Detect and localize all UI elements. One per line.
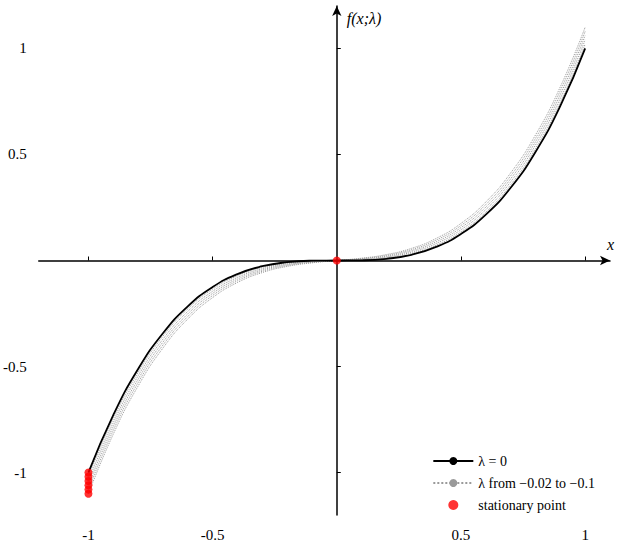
svg-text:-1: -1: [82, 527, 95, 542]
svg-text:0.5: 0.5: [8, 146, 27, 162]
svg-text:1: 1: [581, 527, 589, 542]
svg-text:stationary point: stationary point: [478, 498, 566, 513]
svg-text:λ = 0: λ = 0: [478, 454, 507, 469]
svg-text:-1: -1: [14, 465, 27, 481]
svg-text:f(x;λ): f(x;λ): [347, 10, 381, 28]
svg-text:λ from −0.02 to −0.1: λ from −0.02 to −0.1: [478, 476, 595, 491]
svg-text:-0.5: -0.5: [201, 527, 225, 542]
svg-text:1: 1: [19, 40, 27, 56]
svg-text:x: x: [606, 236, 614, 253]
svg-text:-0.5: -0.5: [3, 359, 27, 375]
svg-text:0.5: 0.5: [452, 527, 471, 542]
